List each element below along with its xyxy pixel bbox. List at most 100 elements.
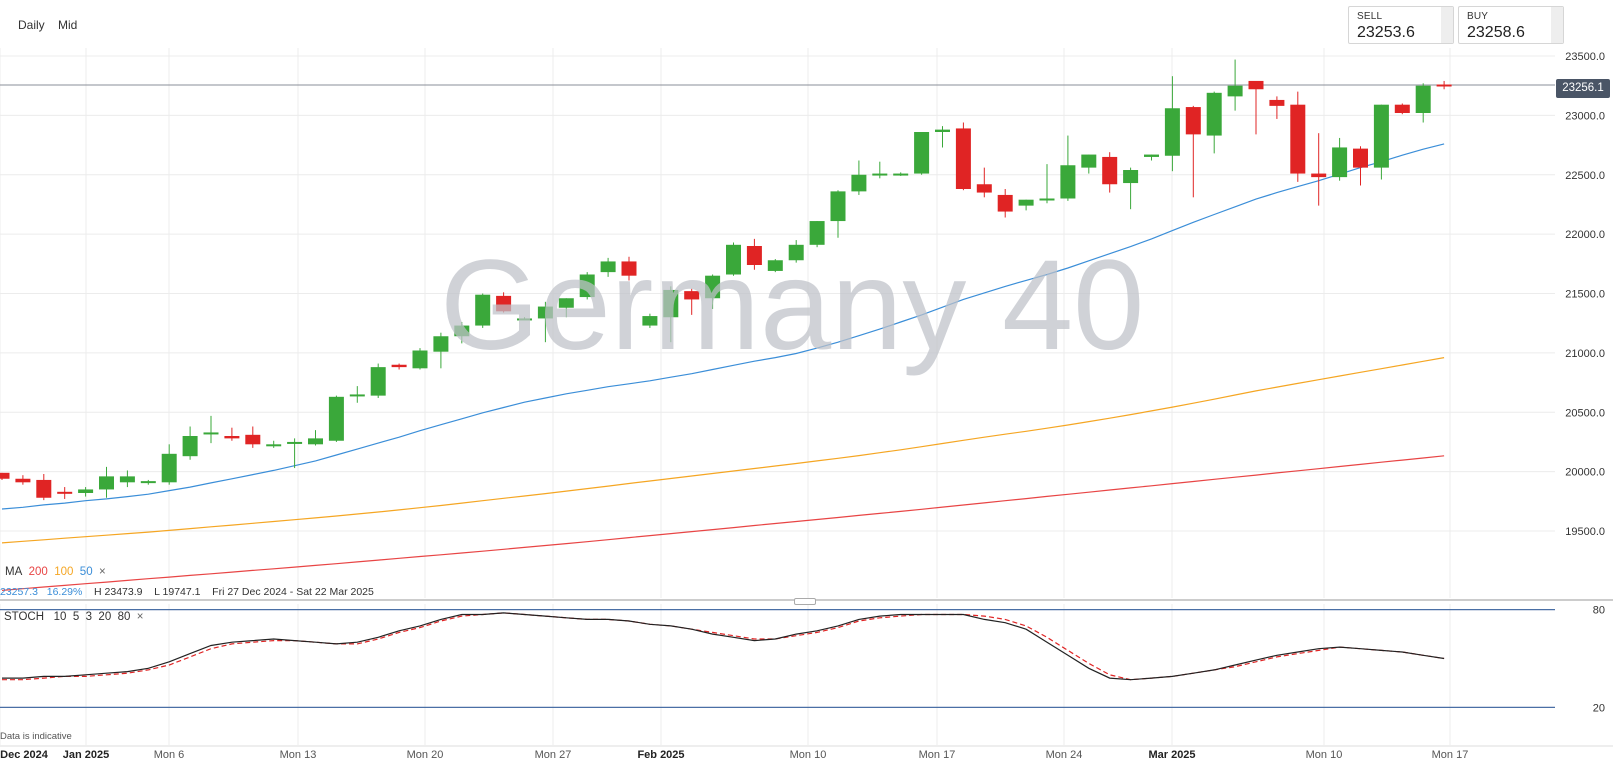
x-tick-label: Mon 10 <box>790 749 827 761</box>
buy-button[interactable]: BUY 23258.6 <box>1458 6 1564 44</box>
x-tick-label: Jan 2025 <box>63 749 109 761</box>
candle-body <box>1269 99 1285 106</box>
candle-body <box>621 261 637 276</box>
stoch-legend[interactable]: STOCH 10 5 3 20 80 × <box>4 611 144 623</box>
candle-body <box>15 478 31 483</box>
candle-body <box>1227 85 1243 97</box>
candle-body <box>57 491 73 494</box>
candle-body <box>161 453 177 483</box>
candle-body <box>642 316 658 326</box>
ma-200-line <box>1 455 1445 591</box>
date-range: Fri 27 Dec 2024 - Sat 22 Mar 2025 <box>212 586 374 598</box>
candle-body <box>140 481 156 484</box>
candle-body <box>1164 108 1180 156</box>
candle-body <box>1436 84 1452 87</box>
candle-body <box>1311 173 1327 178</box>
last-price: 23257.3 <box>0 586 38 598</box>
stoch-tick-label: 80 <box>1593 605 1605 617</box>
period-high: H 23473.9 <box>94 586 143 598</box>
ma-200-label[interactable]: 200 <box>28 566 48 578</box>
candle-body <box>1018 199 1034 206</box>
ma-100-label[interactable]: 100 <box>54 566 74 578</box>
period-low: L 19747.1 <box>154 586 201 598</box>
sell-button[interactable]: SELL 23253.6 <box>1348 6 1454 44</box>
candle-body <box>579 274 595 298</box>
x-tick-label: Mon 17 <box>1432 749 1469 761</box>
candle-body <box>726 244 741 275</box>
ma-50-label[interactable]: 50 <box>79 566 93 578</box>
candle-body <box>914 132 930 174</box>
candle-body <box>391 364 407 368</box>
x-tick-label: Mar 2025 <box>1148 749 1195 761</box>
change-percent: 16.29% <box>46 586 83 598</box>
ma-legend[interactable]: MA 200 100 50 × <box>5 566 106 578</box>
x-tick-label: Mon 13 <box>280 749 317 761</box>
candle-body <box>893 173 909 176</box>
candle-body <box>454 325 470 337</box>
candle-body <box>1144 154 1159 157</box>
candle-body <box>266 444 282 447</box>
candle-body <box>851 174 867 192</box>
current-price-label: 23256.1 <box>1556 79 1610 98</box>
y-tick-label: 20500.0 <box>1565 407 1605 419</box>
x-tick-label: Mon 20 <box>407 749 444 761</box>
candle-body <box>1060 165 1076 199</box>
info-bar: 23257.3 16.29% H 23473.9 L 19747.1 Fri 2… <box>0 586 374 598</box>
candle-body <box>809 221 825 245</box>
buy-label: BUY <box>1467 11 1489 22</box>
timeframe-selector[interactable]: Daily <box>18 18 45 32</box>
sell-strip <box>1441 7 1453 43</box>
candle-body <box>788 244 804 261</box>
pane-resize-handle[interactable] <box>794 598 816 605</box>
candle-body <box>767 260 783 271</box>
candle-body <box>1394 104 1410 113</box>
candle-body <box>1081 154 1097 168</box>
candle-body <box>182 436 198 457</box>
candle-body <box>412 350 428 369</box>
stoch-param: 3 <box>85 611 93 623</box>
x-tick-label: Feb 2025 <box>637 749 684 761</box>
ma-remove-icon[interactable]: × <box>98 566 106 578</box>
candle-body <box>370 367 386 396</box>
stoch-param: 20 <box>98 611 112 623</box>
candle-body <box>955 128 971 189</box>
candle-body <box>1039 198 1055 201</box>
y-tick-label: 20000.0 <box>1565 467 1605 479</box>
candle-body <box>287 441 303 444</box>
price-type-selector[interactable]: Mid <box>58 18 78 32</box>
stoch-param: 5 <box>72 611 80 623</box>
candle-body <box>705 275 721 299</box>
candle-body <box>433 336 449 352</box>
candle-body <box>1290 104 1306 174</box>
x-tick-label: Mon 6 <box>154 749 185 761</box>
candle-body <box>600 261 616 273</box>
ma-50-line <box>1 143 1445 510</box>
x-tick-label: Mon 10 <box>1306 749 1343 761</box>
candle-body <box>224 436 240 439</box>
candle-body <box>328 396 344 441</box>
candle-body <box>308 438 323 445</box>
stoch-d-line <box>2 612 1445 681</box>
candle-body <box>1353 148 1368 168</box>
candle-body <box>496 295 512 312</box>
candle-body <box>475 294 491 326</box>
candle-body <box>1332 147 1348 178</box>
x-tick-label: Dec 2024 <box>0 749 49 761</box>
buy-price: 23258.6 <box>1467 24 1525 41</box>
candle-body <box>0 472 10 479</box>
disclaimer: Data is indicative <box>0 731 72 742</box>
x-tick-label: Mon 17 <box>919 749 956 761</box>
sell-label: SELL <box>1357 11 1383 22</box>
candle-body <box>99 476 114 490</box>
candle-body <box>1123 170 1139 184</box>
ma-title: MA <box>5 566 23 578</box>
stoch-tick-label: 20 <box>1593 702 1605 714</box>
candle-body <box>1102 156 1118 185</box>
stoch-k-line <box>2 612 1445 681</box>
ma-100-line <box>1 357 1445 544</box>
stoch-remove-icon[interactable]: × <box>136 611 144 623</box>
candle-body <box>1415 85 1431 113</box>
y-tick-label: 22000.0 <box>1565 229 1605 241</box>
y-tick-label: 21000.0 <box>1565 348 1605 360</box>
